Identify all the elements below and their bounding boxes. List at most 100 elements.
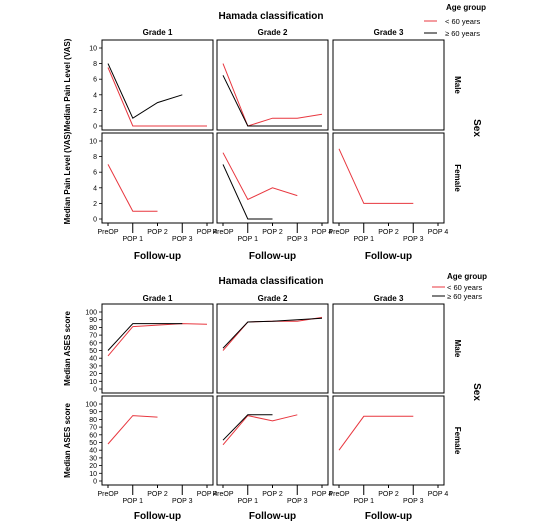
column-header-grade-2: Grade 2 bbox=[258, 294, 288, 303]
x-tick-label: POP 3 bbox=[403, 498, 424, 505]
y-tick-label: 30 bbox=[89, 363, 97, 370]
y-tick-label: 10 bbox=[89, 46, 97, 53]
legend-item: < 60 years bbox=[445, 17, 480, 26]
y-tick-label: 80 bbox=[89, 417, 97, 424]
y-tick-label: 100 bbox=[85, 310, 97, 317]
y-tick-label: 50 bbox=[89, 348, 97, 355]
y-tick-label: 0 bbox=[93, 217, 97, 224]
panel-frame bbox=[333, 133, 444, 223]
y-tick-label: 50 bbox=[89, 440, 97, 447]
y-axis-title: Median Pain Level (VAS) bbox=[63, 131, 72, 224]
panel-frame bbox=[217, 133, 328, 223]
legend-title: Age group bbox=[447, 272, 487, 281]
y-tick-label: 60 bbox=[89, 340, 97, 347]
y-tick-label: 2 bbox=[93, 201, 97, 208]
chart-2: Hamada classification Age group < 60 years… bbox=[63, 272, 487, 522]
y-tick-label: 80 bbox=[89, 325, 97, 332]
y-axis-title: Median Pain Level (VAS) bbox=[63, 38, 72, 131]
x-tick-label: POP 2 bbox=[378, 491, 399, 498]
x-tick-label: POP 1 bbox=[238, 236, 259, 243]
y-tick-label: 6 bbox=[93, 170, 97, 177]
y-tick-label: 40 bbox=[89, 448, 97, 455]
y-tick-label: 8 bbox=[93, 61, 97, 68]
column-header-grade-3: Grade 3 bbox=[374, 294, 404, 303]
x-tick-label: POP 3 bbox=[403, 236, 424, 243]
y-tick-label: 10 bbox=[89, 471, 97, 478]
x-tick-label: POP 1 bbox=[354, 498, 375, 505]
row-label-female: Female bbox=[453, 164, 462, 192]
panel-frame bbox=[102, 304, 213, 393]
legend-item: ≥ 60 years bbox=[445, 29, 480, 38]
x-tick-label: POP 1 bbox=[354, 236, 375, 243]
panel-male-grade-2 bbox=[217, 40, 328, 130]
y-tick-label: 90 bbox=[89, 409, 97, 416]
y-axis-title: Median ASES score bbox=[63, 311, 72, 386]
x-axis-title: Follow-up bbox=[249, 251, 296, 262]
y-tick-label: 4 bbox=[93, 92, 97, 99]
y-tick-label: 0 bbox=[93, 479, 97, 486]
x-tick-label: POP 2 bbox=[147, 229, 168, 236]
panel-frame bbox=[333, 40, 444, 130]
chart-1: Hamada classification Age group < 60 years… bbox=[63, 3, 486, 262]
x-tick-label: POP 1 bbox=[123, 498, 144, 505]
x-axis-title: Follow-up bbox=[134, 251, 181, 262]
panel-male-grade-2 bbox=[217, 304, 328, 393]
x-tick-label: PreOP bbox=[97, 229, 118, 236]
x-tick-label: POP 1 bbox=[123, 236, 144, 243]
y-tick-label: 0 bbox=[93, 387, 97, 394]
y-tick-label: 70 bbox=[89, 425, 97, 432]
x-tick-label: PreOP bbox=[328, 229, 349, 236]
column-header-grade-2: Grade 2 bbox=[258, 28, 288, 37]
x-axis-title: Follow-up bbox=[365, 251, 412, 262]
row-facet-title: Sex bbox=[471, 119, 482, 137]
y-tick-label: 90 bbox=[89, 317, 97, 324]
panel-frame bbox=[333, 396, 444, 485]
panel-frame bbox=[102, 40, 213, 130]
panel-frame bbox=[217, 40, 328, 130]
x-tick-label: POP 3 bbox=[172, 236, 193, 243]
chart-title: Hamada classification bbox=[218, 11, 323, 22]
y-tick-label: 10 bbox=[89, 379, 97, 386]
y-tick-label: 4 bbox=[93, 185, 97, 192]
x-tick-label: POP 2 bbox=[378, 229, 399, 236]
x-tick-label: POP 2 bbox=[147, 491, 168, 498]
y-tick-label: 10 bbox=[89, 139, 97, 146]
panel-frame bbox=[333, 304, 444, 393]
legend: Age group < 60 years ≥ 60 years bbox=[424, 3, 486, 38]
panel-male-grade-3 bbox=[333, 304, 444, 393]
column-header-grade-1: Grade 1 bbox=[143, 28, 173, 37]
x-tick-label: POP 4 bbox=[428, 491, 449, 498]
y-tick-label: 70 bbox=[89, 333, 97, 340]
x-tick-label: PreOP bbox=[212, 491, 233, 498]
y-tick-label: 6 bbox=[93, 77, 97, 84]
chart-title: Hamada classification bbox=[218, 276, 323, 287]
panel-frame bbox=[102, 396, 213, 485]
row-label-male: Male bbox=[453, 76, 462, 94]
x-tick-label: POP 1 bbox=[238, 498, 259, 505]
column-header-grade-3: Grade 3 bbox=[374, 28, 404, 37]
y-tick-label: 2 bbox=[93, 108, 97, 115]
legend-item: ≥ 60 years bbox=[447, 292, 482, 301]
legend-item: < 60 years bbox=[447, 283, 482, 292]
y-tick-label: 40 bbox=[89, 356, 97, 363]
row-label-female: Female bbox=[453, 427, 462, 455]
legend-title: Age group bbox=[446, 3, 486, 12]
legend: Age group < 60 years≥ 60 years bbox=[432, 272, 487, 301]
y-axis-title: Median ASES score bbox=[63, 403, 72, 478]
x-tick-label: POP 3 bbox=[287, 498, 308, 505]
y-tick-label: 20 bbox=[89, 463, 97, 470]
x-tick-label: POP 2 bbox=[262, 491, 283, 498]
row-facet-title: Sex bbox=[471, 383, 482, 401]
x-tick-label: PreOP bbox=[212, 229, 233, 236]
x-axis-title: Follow-up bbox=[365, 511, 412, 522]
column-header-grade-1: Grade 1 bbox=[143, 294, 173, 303]
panel-frame bbox=[102, 133, 213, 223]
x-axis-title: Follow-up bbox=[134, 511, 181, 522]
